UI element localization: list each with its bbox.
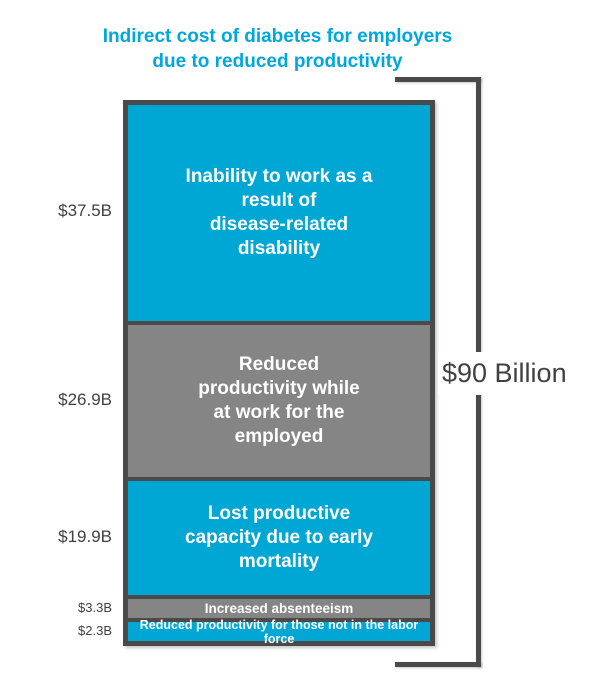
total-bracket-top-arm [395, 77, 481, 82]
segment-text-line: Lost productive [207, 503, 351, 524]
total-bracket-bottom-arm [395, 662, 481, 667]
value-label-early-mortality: $19.9B [58, 527, 112, 546]
segment-text-line: at work for the [213, 402, 345, 423]
segment-text-line: capacity due to early [185, 527, 373, 548]
segment-text-line: Increased absenteeism [204, 601, 354, 616]
bar-segment-reduced-productivity: Reduced productivity while at work for t… [128, 325, 430, 477]
segment-text-line: employed [234, 426, 324, 447]
bar-segment-not-in-labor-force: Reduced productivity for those not in th… [128, 618, 430, 646]
segment-text-line: Reduced [238, 354, 320, 375]
segment-divider [128, 595, 430, 599]
segment-text-line: Reduced productivity for those not in th… [139, 617, 419, 646]
segment-text-line: productivity while [198, 378, 360, 399]
segment-divider [128, 477, 430, 481]
value-label-absenteeism: $3.3B [78, 600, 112, 615]
total-value-label: $90 Billion [438, 352, 571, 395]
value-label-not-in-labor-force: $2.3B [78, 623, 112, 638]
chart-title-line-2: due to reduced productivity [152, 51, 403, 72]
segment-divider [128, 321, 430, 325]
bar-segment-absenteeism: Increased absenteeism [128, 599, 430, 618]
segment-text-line: Inability to work as a [185, 166, 373, 187]
chart-title: Indirect cost of diabetes for employers … [55, 24, 500, 74]
value-label-reduced-productivity: $26.9B [58, 390, 112, 409]
chart-title-line-1: Indirect cost of diabetes for employers [102, 26, 453, 47]
segment-text-line: disease-related [209, 214, 349, 235]
segment-text-line: result of [241, 190, 317, 211]
segment-text-line: disability [237, 238, 321, 259]
stacked-bar: Inability to work as a result of disease… [123, 100, 435, 646]
bar-segment-disability: Inability to work as a result of disease… [128, 105, 430, 321]
segment-text-line: mortality [238, 551, 320, 572]
segment-divider [128, 618, 430, 622]
value-label-disability: $37.5B [58, 201, 112, 220]
bar-segment-early-mortality: Lost productive capacity due to early mo… [128, 481, 430, 595]
